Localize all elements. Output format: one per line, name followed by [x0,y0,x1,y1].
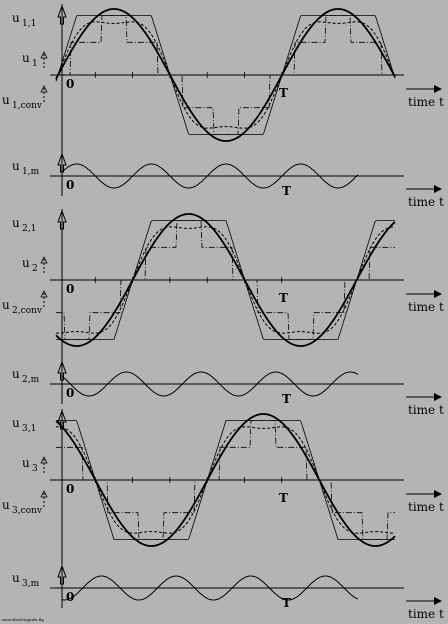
label-main: u [12,11,20,25]
origin-label: 0 [66,178,74,192]
label-main: u [12,416,20,430]
ripple-curve [61,163,359,189]
fundamental-curve [55,213,396,347]
axis-arrow-up-icon [57,564,67,585]
fundamental-curve [55,8,396,142]
step-curve [56,420,395,540]
period-label: T [282,184,291,198]
axis-arrow-up-icon [57,360,67,381]
period-label: T [282,596,291,610]
time-axis-label: time t [408,403,444,417]
period-label: T [282,392,291,406]
label-mid-sub: 1 [32,59,38,69]
label-mid: u [22,256,30,270]
ripple-panel-1 [50,152,442,196]
axis-arrow-up-icon [57,4,67,25]
origin-label: 0 [66,590,74,604]
footer: smoothed-signals.fig [2,617,44,622]
trapezoid-curve [56,220,395,340]
ripple-label-sub: 2,m [22,375,40,385]
label-main-sub: 2,1 [22,224,36,234]
step-curve [56,15,395,135]
label-conv: u [2,498,10,512]
signal-panel-3 [40,409,442,565]
label-mid-sub: 2 [32,264,38,274]
period-label: T [279,491,288,505]
label-conv-sub: 2,conv [12,306,43,316]
axis-arrow-up-icon [57,209,67,230]
ripple-label-sub: 3,m [22,579,40,589]
time-axis-label: time t [408,195,444,209]
flat-top-curve [55,226,395,334]
footer-filename: smoothed-signals.fig [2,617,44,622]
label-mid: u [22,51,30,65]
label-mid-sub: 3 [32,464,38,474]
origin-label: 0 [66,282,74,296]
ripple-curve [61,371,359,397]
ripple-label: u [12,367,20,381]
label-main: u [12,216,20,230]
time-axis-label: time t [408,300,444,314]
origin-label: 0 [66,386,74,400]
period-label: T [279,86,288,100]
ripple-panel-3 [50,564,442,608]
time-axis-label: time t [408,607,444,621]
flat-top-curve [55,426,396,534]
label-main-sub: 3,1 [22,424,36,434]
label-conv-sub: 1,conv [12,101,43,111]
trapezoid-curve [56,420,395,540]
ripple-label: u [12,571,20,585]
ripple-label: u [12,159,20,173]
ripple-curve [61,575,359,601]
period-label: T [279,291,288,305]
time-axis-label: time t [408,500,444,514]
ripple-label-sub: 1,m [22,167,40,177]
label-conv: u [2,93,10,107]
time-axis-label: time t [408,95,444,109]
label-main-sub: 1,1 [22,19,36,29]
fundamental-curve [55,413,396,547]
signal-panel-1 [40,4,442,160]
signal-panel-2 [40,209,442,365]
label-mid: u [22,456,30,470]
origin-label: 0 [66,482,74,496]
label-conv-sub: 3,conv [12,506,43,516]
ripple-panel-2 [50,360,442,404]
origin-label: 0 [66,77,74,91]
label-conv: u [2,298,10,312]
step-curve [56,220,395,340]
flat-top-curve [55,21,396,129]
